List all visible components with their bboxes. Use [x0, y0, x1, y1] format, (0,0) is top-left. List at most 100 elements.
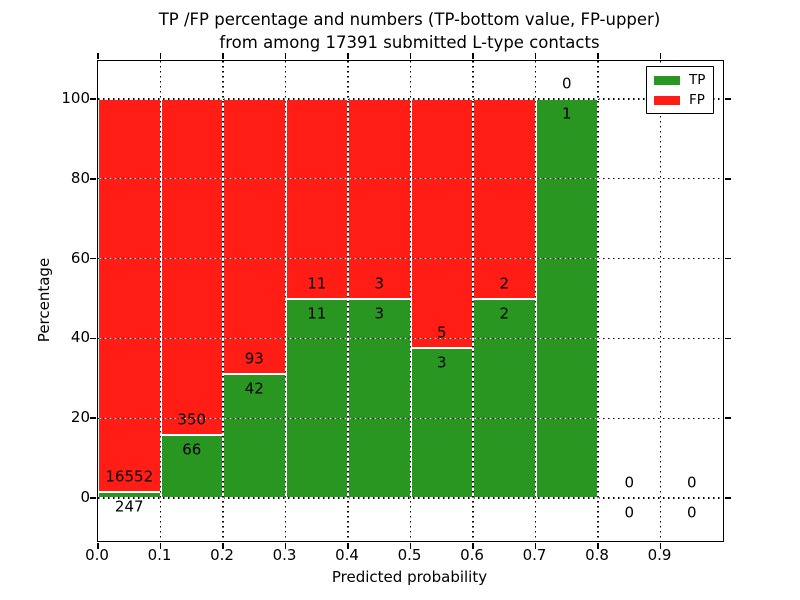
tp-count-label: 0 — [686, 503, 697, 522]
x-tick-mark-top — [159, 53, 162, 59]
y-tick-label: 100 — [61, 89, 90, 107]
x-tick-mark-top — [222, 53, 224, 59]
x-tick-mark-bottom — [284, 543, 287, 549]
fp-count-label: 16552 — [105, 467, 154, 486]
x-tick-label: 0.5 — [397, 546, 422, 564]
tp-count-label: 66 — [182, 440, 202, 459]
bar-segment-fp — [223, 99, 286, 374]
y-tick-mark-left — [90, 337, 96, 340]
x-tick-label: 0.1 — [147, 546, 172, 564]
gridline-vertical — [222, 61, 224, 541]
y-tick-mark-left — [90, 417, 96, 419]
gridline-vertical — [597, 61, 599, 541]
fp-count-label: 2 — [499, 274, 510, 292]
y-tick-mark-left — [90, 497, 96, 499]
x-tick-mark-top — [347, 53, 349, 59]
y-tick-mark-right — [725, 417, 731, 419]
chart-title: TP /FP percentage and numbers (TP-bottom… — [97, 8, 722, 54]
x-tick-label: 0.6 — [460, 546, 484, 564]
legend-item-tp: TP — [654, 73, 705, 87]
bar-segment-fp — [98, 99, 161, 493]
gridline-vertical — [659, 61, 662, 541]
fp-count-label: 5 — [436, 323, 447, 342]
fp-count-label: 0 — [624, 473, 635, 492]
bar-segment-tp — [285, 298, 348, 498]
bar-segment-fp — [410, 99, 473, 349]
bar-segment-fp — [160, 99, 223, 435]
x-tick-mark-bottom — [534, 543, 537, 549]
tp-count-label: 3 — [374, 304, 385, 322]
tp-count-label: 42 — [244, 379, 264, 398]
x-tick-label: 0.8 — [585, 546, 609, 564]
x-axis-label: Predicted probability — [331, 568, 488, 586]
fp-count-label: 350 — [177, 410, 207, 429]
x-tick-label: 0.9 — [647, 546, 672, 564]
fp-legend-swatch — [654, 95, 680, 105]
y-tick-mark-right — [725, 257, 731, 260]
y-tick-label: 20 — [70, 408, 90, 427]
bar-segment-tp — [535, 99, 598, 498]
tp-count-label: 11 — [307, 304, 327, 322]
x-tick-mark-top — [534, 53, 537, 59]
x-tick-label: 0.2 — [210, 546, 234, 564]
y-tick-mark-left — [90, 178, 96, 180]
fp-legend-label: FP — [689, 92, 705, 108]
y-tick-mark-left — [90, 98, 96, 100]
bar-segment-fp — [348, 99, 411, 299]
x-tick-mark-top — [284, 53, 287, 59]
x-tick-mark-bottom — [97, 543, 99, 549]
x-tick-mark-bottom — [347, 543, 349, 549]
gridline-vertical — [284, 61, 287, 541]
tp-count-label: 0 — [624, 503, 635, 522]
gridline-vertical — [409, 61, 412, 541]
y-tick-label: 80 — [70, 168, 90, 187]
legend-item-fp: FP — [654, 93, 705, 107]
legend: TP FP — [646, 66, 715, 114]
gridline-vertical — [159, 61, 162, 541]
fp-count-label: 3 — [374, 274, 385, 292]
gridline-vertical — [347, 61, 349, 541]
x-tick-label: 0.0 — [85, 546, 109, 564]
x-tick-mark-bottom — [597, 543, 599, 549]
y-tick-mark-right — [725, 337, 731, 340]
x-tick-mark-bottom — [159, 543, 162, 549]
gridline-vertical — [472, 61, 474, 541]
tp-legend-label: TP — [689, 72, 706, 88]
x-tick-mark-top — [597, 53, 599, 59]
y-tick-mark-right — [725, 178, 731, 180]
y-tick-mark-right — [725, 98, 731, 100]
y-tick-mark-right — [725, 497, 731, 499]
x-tick-mark-top — [409, 53, 412, 59]
x-tick-label: 0.3 — [272, 546, 297, 564]
x-tick-label: 0.7 — [522, 546, 547, 564]
x-tick-mark-bottom — [472, 543, 474, 549]
fp-count-label: 93 — [244, 349, 264, 368]
x-tick-mark-top — [659, 53, 662, 59]
x-tick-mark-bottom — [659, 543, 662, 549]
tp-count-label: 2 — [499, 304, 510, 322]
x-tick-label: 0.4 — [335, 546, 359, 564]
tp-count-label: 3 — [436, 353, 447, 372]
tp-count-label: 247 — [114, 497, 144, 516]
fp-count-label: 0 — [686, 473, 697, 492]
plot-area: 16552 247 350 66 93 42 11 11 3 3 5 3 2 2 0 1 0 0 0 0 — [90, 53, 731, 549]
tp-count-label: 1 — [561, 104, 572, 123]
x-tick-mark-top — [472, 53, 474, 59]
y-tick-label: 40 — [70, 328, 90, 347]
y-tick-label: 60 — [70, 248, 90, 267]
bar-segment-tp — [348, 298, 411, 498]
fp-count-label: 11 — [307, 274, 327, 292]
bar-segment-tp — [473, 298, 536, 498]
bar-segment-fp — [473, 99, 536, 299]
gridline-vertical — [534, 61, 537, 541]
x-tick-mark-bottom — [409, 543, 412, 549]
y-tick-label: 0 — [80, 488, 90, 506]
chart-title-line1: TP /FP percentage and numbers (TP-bottom… — [158, 10, 661, 29]
x-tick-mark-bottom — [222, 543, 224, 549]
y-tick-mark-left — [90, 257, 96, 260]
chart-title-line2: from among 17391 submitted L-type contac… — [219, 33, 600, 52]
bar-segment-fp — [285, 99, 348, 299]
fp-count-label: 0 — [561, 74, 572, 93]
tp-legend-swatch — [654, 75, 680, 85]
